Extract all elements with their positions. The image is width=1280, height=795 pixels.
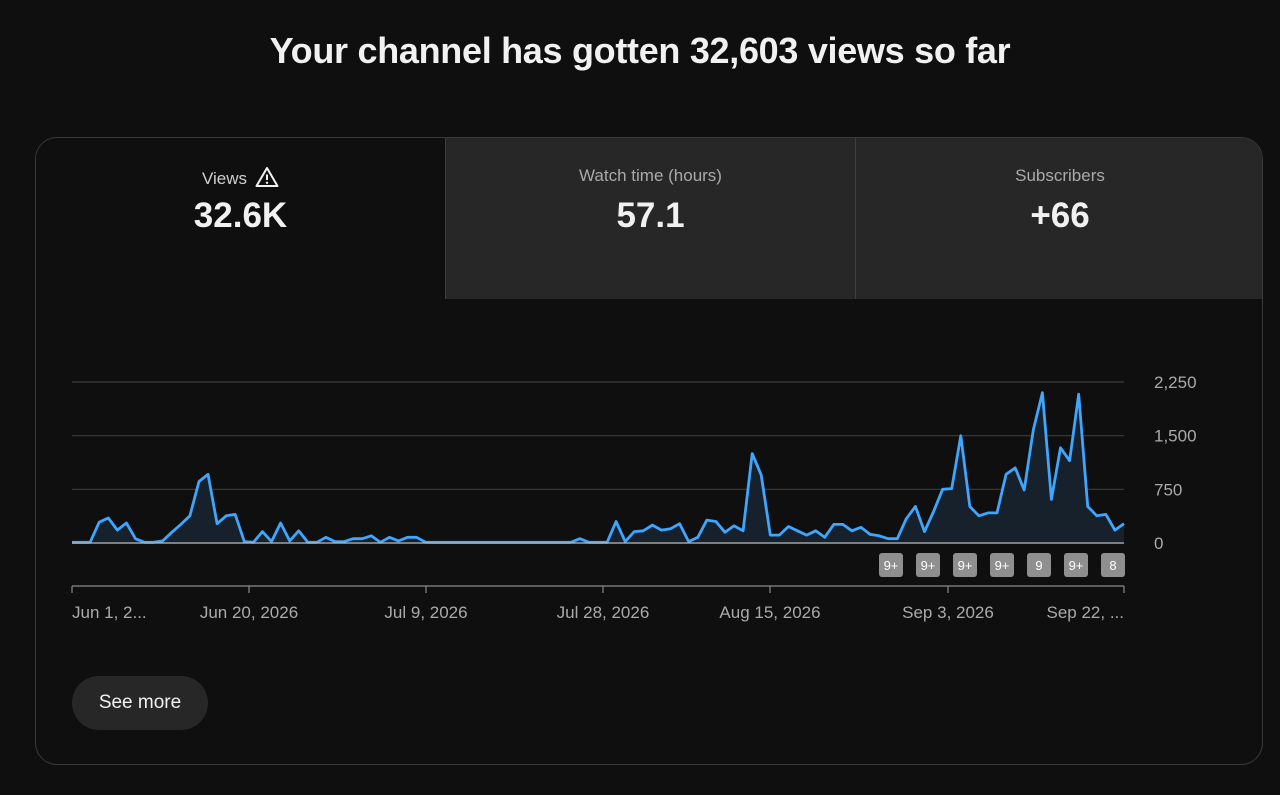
analytics-card: Views 32.6K Watch time (hours) 57.1 Subs… [35,137,1263,765]
page-title: Your channel has gotten 32,603 views so … [269,30,1011,71]
video-marker[interactable]: 9+ [1064,553,1088,577]
x-tick-label: Sep 22, ... [1047,603,1125,622]
views-chart: 0 750 1,500 2,250 9+ 9+ 9+ 9+ 9 9+ 8 Jun 1, 2... Jun… [71,373,1197,622]
video-marker-badge [1064,553,1088,577]
x-tick-label: Jul 9, 2026 [384,603,467,622]
y-tick-label: 1,500 [1154,427,1197,446]
video-marker-label: 9+ [921,558,936,573]
x-tick-label: Jun 1, 2... [72,603,147,622]
warning-icon[interactable] [255,166,279,193]
x-tick-label: Sep 3, 2026 [902,603,994,622]
video-marker-badge [1101,553,1125,577]
tab-watch-time[interactable]: Watch time (hours) 57.1 [445,138,855,299]
tab-watch-time-value: 57.1 [616,196,685,235]
video-marker-label: 9+ [958,558,973,573]
video-marker[interactable]: 9+ [953,553,977,577]
tab-subscribers-value: +66 [1030,196,1090,235]
tab-views-label: Views [201,169,248,188]
y-tick-label: 0 [1154,534,1163,553]
video-marker[interactable]: 9+ [916,553,940,577]
x-tick-label: Jul 28, 2026 [557,603,650,622]
tab-watch-time-label: Watch time (hours) [579,166,722,185]
video-marker-label: 9+ [995,558,1010,573]
video-marker-label: 9 [1035,558,1042,573]
tab-subscribers[interactable]: Subscribers +66 [855,138,1262,299]
video-marker-badge [1027,553,1051,577]
video-marker-badge [916,553,940,577]
tab-views-value: 32.6K [193,196,288,235]
metric-tabs: Views 32.6K Watch time (hours) 57.1 Subs… [36,138,1262,299]
tab-subscribers-label: Subscribers [1015,166,1105,185]
video-marker[interactable]: 9+ [879,553,903,577]
video-marker[interactable]: 8 [1101,553,1125,577]
video-marker-label: 8 [1109,558,1116,573]
x-tick-label: Aug 15, 2026 [719,603,820,622]
y-tick-label: 2,250 [1154,373,1197,392]
y-tick-label: 750 [1154,480,1182,499]
tab-views[interactable]: Views 32.6K [36,138,445,299]
tab-views-label-row: Views [36,166,445,193]
video-marker-badge [953,553,977,577]
video-marker[interactable]: 9+ [990,553,1014,577]
video-marker-badge [990,553,1014,577]
video-marker-label: 9+ [884,558,899,573]
video-marker-label: 9+ [1069,558,1084,573]
views-series-line [72,391,1125,544]
x-tick-label: Jun 20, 2026 [200,603,298,622]
video-marker[interactable]: 9 [1027,553,1051,577]
see-more-button[interactable]: See more [72,676,208,730]
video-marker-badge [879,553,903,577]
